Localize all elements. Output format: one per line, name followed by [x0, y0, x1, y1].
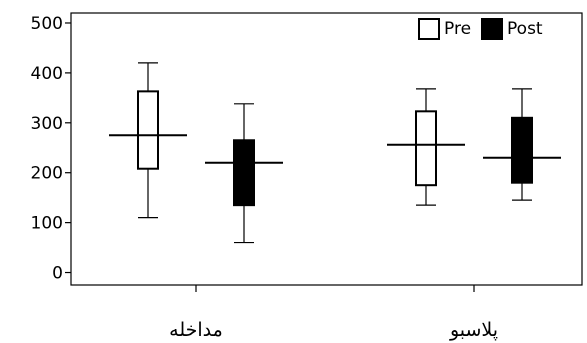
legend-swatch-post [481, 18, 504, 40]
y-tick-label: 200 [31, 164, 63, 184]
y-axis: 0 100 200 300 400 500 [31, 14, 71, 284]
legend-label-post: Post [507, 19, 543, 39]
iqr-box [511, 116, 533, 184]
box-post-1 [205, 103, 283, 244]
iqr-box [137, 90, 159, 170]
y-tick-label: 300 [31, 114, 63, 134]
iqr-box [415, 110, 437, 187]
iqr-box [233, 139, 255, 207]
legend-label-pre: Pre [444, 19, 472, 39]
y-tick-label: 0 [52, 264, 63, 284]
x-tick-label: مداخله [169, 319, 223, 341]
y-tick-label: 400 [31, 64, 63, 84]
x-tick-label: پلاسبو [449, 319, 498, 341]
y-tick-label: 500 [31, 14, 63, 34]
legend: Pre Post [418, 18, 553, 40]
legend-item-post: Post [481, 18, 543, 40]
box-series [109, 62, 561, 244]
box-pre-1 [109, 62, 187, 219]
legend-item-pre: Pre [418, 18, 471, 40]
plot-frame [70, 12, 583, 286]
box-pre-2 [387, 88, 465, 206]
legend-swatch-pre [418, 18, 440, 40]
y-tick-label: 100 [31, 214, 63, 234]
box-post-2 [483, 88, 561, 201]
x-axis: مداخله پلاسبو [169, 285, 498, 341]
